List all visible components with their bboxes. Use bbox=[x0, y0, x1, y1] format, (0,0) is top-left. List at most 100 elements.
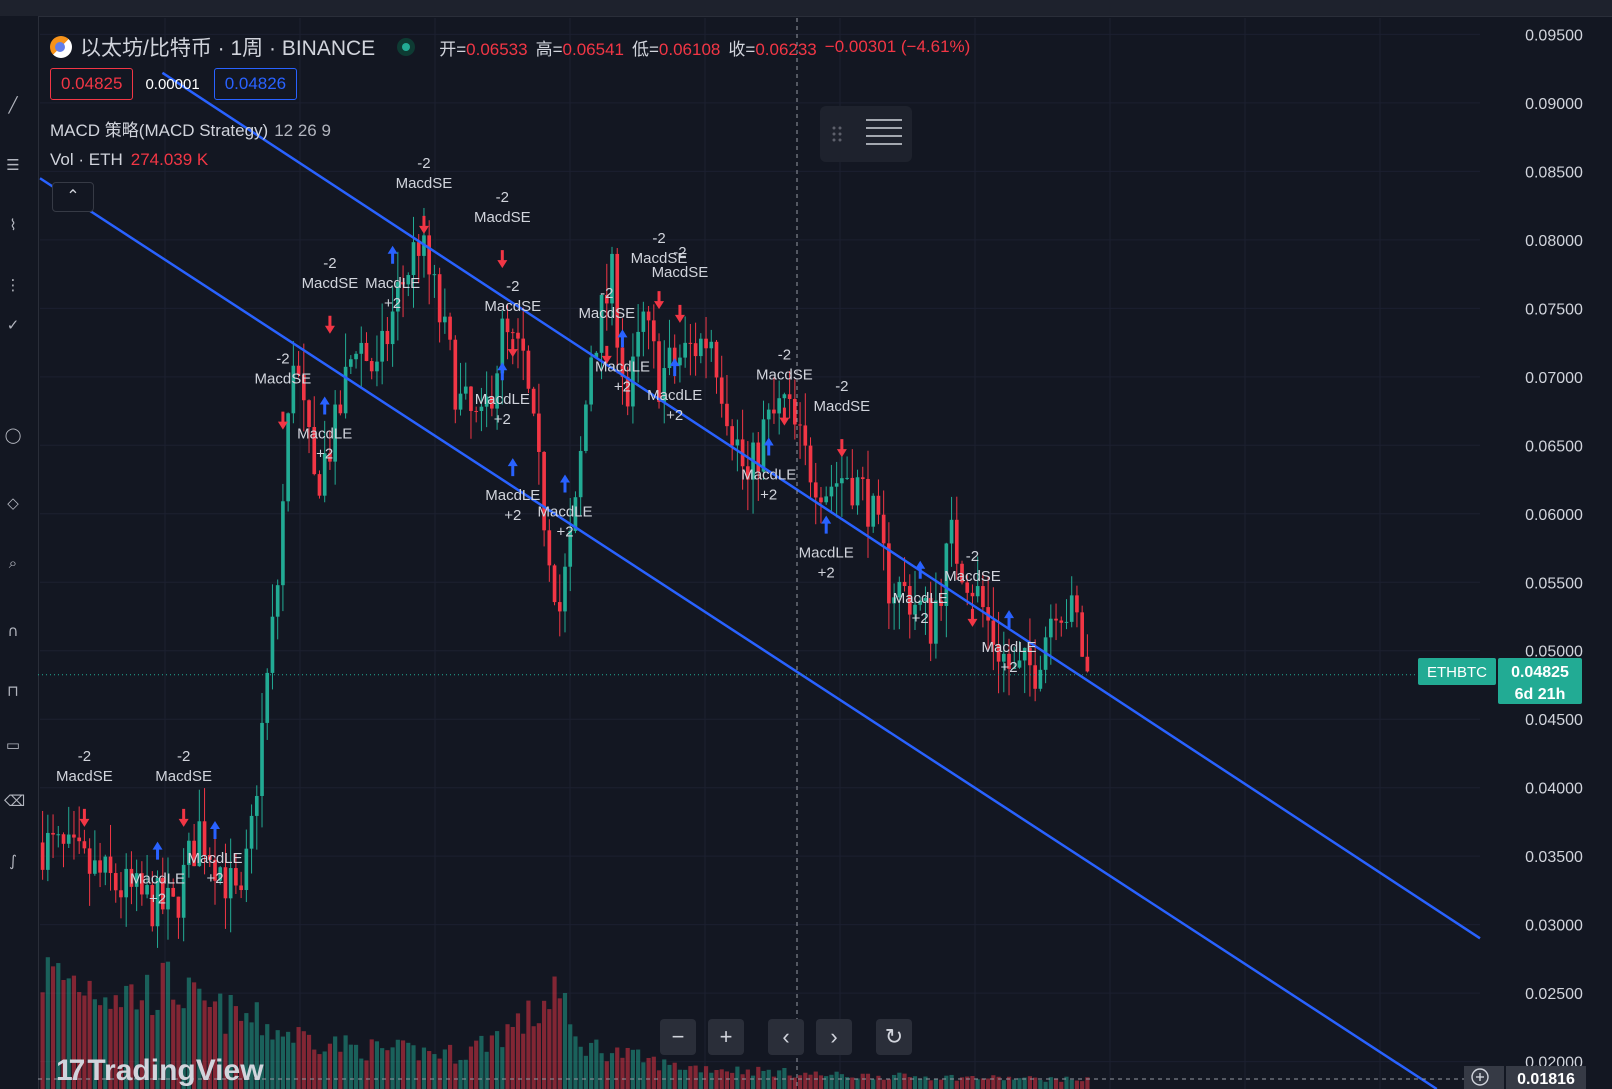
channel-line-upper bbox=[161, 71, 1481, 940]
tradingview-logo[interactable]: 17 TradingView bbox=[56, 1054, 264, 1087]
reset-chart-button[interactable]: ↻ bbox=[876, 1019, 912, 1055]
volume-bar bbox=[646, 1057, 651, 1089]
candle-body bbox=[72, 834, 76, 838]
volume-bar bbox=[1064, 1076, 1069, 1089]
strategy-params: 12 26 9 bbox=[274, 121, 331, 140]
candle-body bbox=[458, 393, 463, 410]
collapse-legend-button[interactable]: ⌃ bbox=[52, 182, 94, 212]
buy-arrow-icon bbox=[319, 396, 330, 415]
candle-body bbox=[113, 873, 118, 891]
candle-body bbox=[766, 409, 771, 420]
trash-icon[interactable]: ⌫ bbox=[4, 792, 26, 810]
volume-bar bbox=[923, 1076, 928, 1089]
strategy-legend[interactable]: MACD 策略(MACD Strategy) 12 26 9 bbox=[50, 116, 331, 141]
volume-bar bbox=[348, 1044, 353, 1089]
signal-qty: -2 bbox=[417, 155, 430, 172]
volume-bar bbox=[150, 1015, 155, 1089]
coin-icon bbox=[50, 36, 72, 58]
volume-bar bbox=[547, 1009, 552, 1089]
pattern-icon[interactable]: ⌇ bbox=[9, 216, 17, 234]
trend-line-icon[interactable]: ╱ bbox=[8, 96, 18, 114]
buy-arrow-icon bbox=[152, 841, 163, 860]
candle-body bbox=[1059, 620, 1064, 623]
channel-lines[interactable] bbox=[39, 71, 1481, 1089]
candle-body bbox=[704, 338, 708, 349]
zoom-icon[interactable]: ⌕ bbox=[8, 554, 18, 572]
buy-button[interactable]: 0.04826 bbox=[213, 68, 298, 100]
candle-body bbox=[286, 413, 290, 502]
volume-bar bbox=[359, 1058, 364, 1089]
candle-body bbox=[463, 386, 468, 394]
floating-drawing-toolbar[interactable] bbox=[820, 106, 912, 162]
zoom-in-button[interactable]: + bbox=[708, 1019, 744, 1055]
volume-bar bbox=[317, 1054, 322, 1089]
volume-bar bbox=[933, 1079, 938, 1089]
ruler-icon[interactable]: ◇ bbox=[7, 494, 19, 512]
volume-bar bbox=[698, 1072, 703, 1089]
volume-bar bbox=[427, 1051, 432, 1089]
candle-body bbox=[228, 868, 233, 899]
drag-handle-icon[interactable] bbox=[820, 106, 912, 162]
volume-bar bbox=[296, 1027, 301, 1089]
price-axis-label: 0.09000 bbox=[1525, 96, 1583, 113]
volume-bar bbox=[484, 1051, 489, 1089]
fib-icon[interactable]: ☰ bbox=[6, 156, 20, 174]
candle-body bbox=[244, 848, 249, 891]
prediction-icon[interactable]: ⋮ bbox=[5, 276, 21, 294]
add-alert-icon[interactable] bbox=[1471, 1068, 1489, 1086]
candle-body bbox=[563, 566, 567, 612]
volume-bar bbox=[186, 977, 191, 1089]
candle-body bbox=[887, 543, 891, 604]
drawing-toolbar: ╱ ☰ ⌇ ⋮ ✓ ◯ ◇ ⌕ ∩ ⊓ ▭ ⌫ ∫ bbox=[0, 16, 39, 1089]
volume-bar bbox=[327, 1043, 333, 1089]
brush-icon[interactable]: ✓ bbox=[6, 316, 20, 334]
candle-body bbox=[505, 318, 510, 333]
volume-bar bbox=[683, 1069, 688, 1089]
volume-bar bbox=[771, 1076, 777, 1089]
volume-bar bbox=[510, 1026, 515, 1089]
candle-body bbox=[824, 496, 829, 503]
candle-body bbox=[662, 368, 667, 402]
sell-button[interactable]: 0.04825 bbox=[50, 68, 134, 100]
volume-bar bbox=[218, 993, 223, 1089]
price-axis[interactable]: 0.09500 0.09000 0.08500 0.08000 0.07500 0.070… bbox=[1525, 27, 1583, 1071]
zoom-out-button[interactable]: − bbox=[660, 1019, 696, 1055]
candle-body bbox=[197, 821, 202, 867]
volume-bar bbox=[797, 1075, 803, 1089]
price-axis-label: 0.07500 bbox=[1525, 301, 1583, 318]
magnet-icon[interactable]: ∩ bbox=[7, 622, 19, 640]
candle-body bbox=[657, 341, 661, 402]
candle-body bbox=[56, 834, 61, 836]
candle-body bbox=[902, 581, 907, 587]
candle-body bbox=[343, 366, 348, 414]
chart-grid bbox=[40, 18, 1480, 1089]
volume-bar bbox=[625, 1047, 630, 1089]
hide-icon[interactable]: ∫ bbox=[9, 852, 17, 870]
volume-legend[interactable]: Vol · ETH 274.039 K bbox=[50, 150, 208, 170]
volume-bar bbox=[756, 1066, 761, 1089]
candle-body bbox=[793, 398, 797, 425]
shape-icon[interactable]: ◯ bbox=[4, 426, 22, 444]
candle-body bbox=[385, 330, 390, 345]
eye-icon[interactable]: ▭ bbox=[5, 736, 21, 754]
candle-body bbox=[610, 253, 614, 304]
price-axis-label: 0.04000 bbox=[1525, 781, 1583, 798]
volume-bars bbox=[40, 957, 1090, 1089]
volume-bar bbox=[730, 1072, 735, 1089]
candle-body bbox=[1075, 595, 1079, 613]
scroll-left-button[interactable]: ‹ bbox=[768, 1019, 804, 1055]
scroll-right-button[interactable]: › bbox=[816, 1019, 852, 1055]
lock-icon[interactable]: ⊓ bbox=[7, 682, 19, 700]
buy-arrow-icon bbox=[560, 474, 570, 493]
candle-body bbox=[380, 330, 384, 362]
volume-bar bbox=[609, 1053, 615, 1089]
volume-bar bbox=[1001, 1080, 1006, 1089]
symbol-title[interactable]: 以太坊/比特币 · 1周 · BINANCE bbox=[80, 37, 376, 60]
market-status-icon[interactable] bbox=[397, 38, 416, 56]
sell-arrow-icon bbox=[654, 291, 665, 310]
strategy-signals: -2MacdSEMacdLE+2-2MacdSEMacdLE+2-2MacdSE… bbox=[56, 155, 1036, 908]
volume-bar bbox=[202, 1000, 207, 1089]
volume-bar bbox=[259, 1035, 265, 1089]
volume-bar bbox=[745, 1069, 750, 1089]
